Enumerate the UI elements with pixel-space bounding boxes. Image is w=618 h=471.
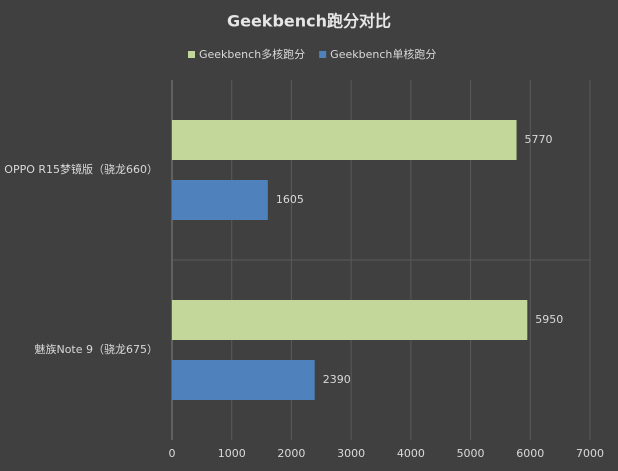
x-tick-label: 1000: [218, 447, 246, 460]
data-label: 5950: [535, 313, 563, 326]
bar: [172, 120, 517, 160]
x-tick-label: 6000: [516, 447, 544, 460]
legend-label: Geekbench多核跑分: [199, 47, 305, 61]
x-tick-label: 3000: [337, 447, 365, 460]
bar: [172, 180, 268, 220]
y-tick-label: 魅族Note 9（骁龙675）: [34, 342, 158, 356]
x-tick-label: 0: [169, 447, 176, 460]
legend-swatch: [319, 51, 327, 58]
legend-swatch: [188, 51, 195, 58]
data-label: 1605: [276, 193, 304, 206]
x-tick-label: 2000: [277, 447, 305, 460]
bar: [172, 300, 528, 340]
y-tick-label: OPPO R15梦镜版（骁龙660）: [4, 162, 158, 176]
chart-title: Geekbench跑分对比: [227, 12, 391, 31]
x-tick-label: 5000: [457, 447, 485, 460]
data-label: 2390: [323, 373, 351, 386]
bar: [172, 360, 315, 400]
x-tick-label: 4000: [397, 447, 425, 460]
data-label: 5770: [525, 133, 553, 146]
legend-label: Geekbench单核跑分: [330, 47, 436, 61]
x-tick-label: 7000: [576, 447, 604, 460]
